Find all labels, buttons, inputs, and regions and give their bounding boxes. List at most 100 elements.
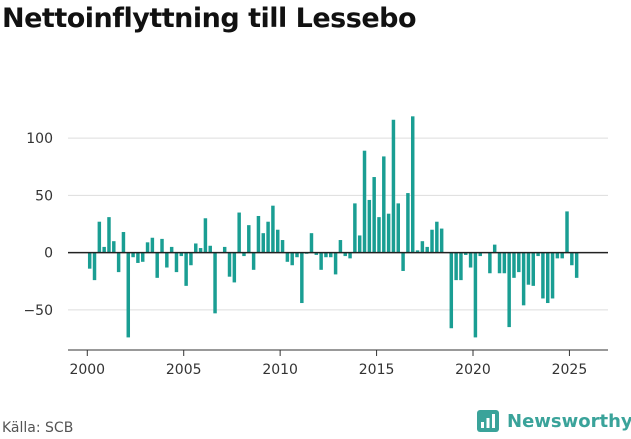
bar <box>415 250 420 253</box>
bar <box>285 252 290 262</box>
bar <box>377 217 381 253</box>
bar <box>227 252 232 277</box>
bar <box>521 252 526 306</box>
bar <box>324 252 328 258</box>
bar <box>449 252 454 329</box>
bar <box>300 252 304 304</box>
bar <box>550 252 555 299</box>
bar <box>145 242 150 253</box>
bar <box>87 252 92 269</box>
bar <box>280 240 285 253</box>
bar <box>261 233 266 253</box>
bar <box>545 252 550 304</box>
bar <box>266 221 270 253</box>
bar <box>570 252 574 266</box>
bar <box>353 203 357 253</box>
bar <box>121 232 126 253</box>
bar <box>420 241 425 253</box>
bar <box>329 252 333 258</box>
bar <box>468 252 473 268</box>
bar <box>232 252 237 283</box>
bar <box>357 235 362 253</box>
bar <box>531 252 536 286</box>
bar <box>169 246 174 253</box>
y-tick-label: 50 <box>35 188 53 204</box>
bar <box>410 116 415 253</box>
bar <box>348 252 352 259</box>
bar <box>406 193 410 253</box>
bar <box>314 252 319 255</box>
bar <box>382 156 386 253</box>
bar <box>338 240 343 253</box>
x-tick-label: 2000 <box>69 362 105 378</box>
bar <box>560 252 564 259</box>
x-tick-label: 2025 <box>552 362 588 378</box>
bar <box>112 241 116 253</box>
bar <box>213 252 217 314</box>
bar <box>107 217 111 253</box>
bar <box>189 252 193 266</box>
bar <box>251 252 256 270</box>
bar <box>464 252 468 255</box>
bar <box>497 252 502 274</box>
bar <box>372 177 376 253</box>
y-tick-label: 0 <box>44 246 53 262</box>
x-tick-label: 2010 <box>262 362 298 378</box>
x-tick-label: 2015 <box>359 362 395 378</box>
bar <box>203 218 208 253</box>
gridlines <box>68 137 608 311</box>
bar <box>555 252 560 259</box>
bar <box>198 248 203 253</box>
bar <box>247 225 251 253</box>
bar <box>165 252 169 268</box>
bar <box>492 244 497 253</box>
axes: 100 50 0 −50 2000 2005 2010 2015 2020 2025 <box>23 131 608 378</box>
bar <box>160 238 164 253</box>
bar <box>435 221 439 253</box>
bar <box>97 221 102 253</box>
bar <box>319 252 323 270</box>
bar <box>396 203 401 253</box>
y-tick-label: 100 <box>26 131 53 147</box>
bar <box>102 246 106 253</box>
x-tick-label: 2005 <box>166 362 202 378</box>
bar <box>290 252 294 266</box>
bar <box>430 229 434 253</box>
bar <box>126 252 131 338</box>
bar <box>425 246 429 253</box>
bar <box>271 205 275 253</box>
bar <box>362 150 367 253</box>
bar <box>536 252 540 257</box>
bar <box>194 243 198 253</box>
newsworthy-logo-icon <box>477 410 499 432</box>
bar <box>237 212 241 253</box>
bar <box>517 252 521 273</box>
bar <box>454 252 458 281</box>
x-tick-label: 2020 <box>455 362 491 378</box>
bar <box>242 252 246 257</box>
bar <box>507 252 511 328</box>
bar <box>343 252 347 257</box>
bar <box>512 252 516 278</box>
y-tick-label: −50 <box>23 303 53 319</box>
bar <box>256 215 261 253</box>
bar <box>116 252 121 273</box>
bar <box>155 252 159 278</box>
bar <box>140 252 145 262</box>
bar <box>179 252 184 257</box>
bar <box>439 228 444 253</box>
bar <box>478 252 482 257</box>
bar <box>541 252 545 299</box>
bar <box>488 252 492 274</box>
bar <box>565 211 569 253</box>
bar <box>574 252 579 278</box>
bar <box>136 252 140 263</box>
bar <box>386 213 391 253</box>
bar <box>473 252 478 338</box>
bar <box>309 233 314 253</box>
chart-title: Nettoinflyttning till Lessebo <box>2 3 417 34</box>
bar <box>295 252 299 258</box>
bar <box>184 252 188 286</box>
bar <box>526 252 531 285</box>
